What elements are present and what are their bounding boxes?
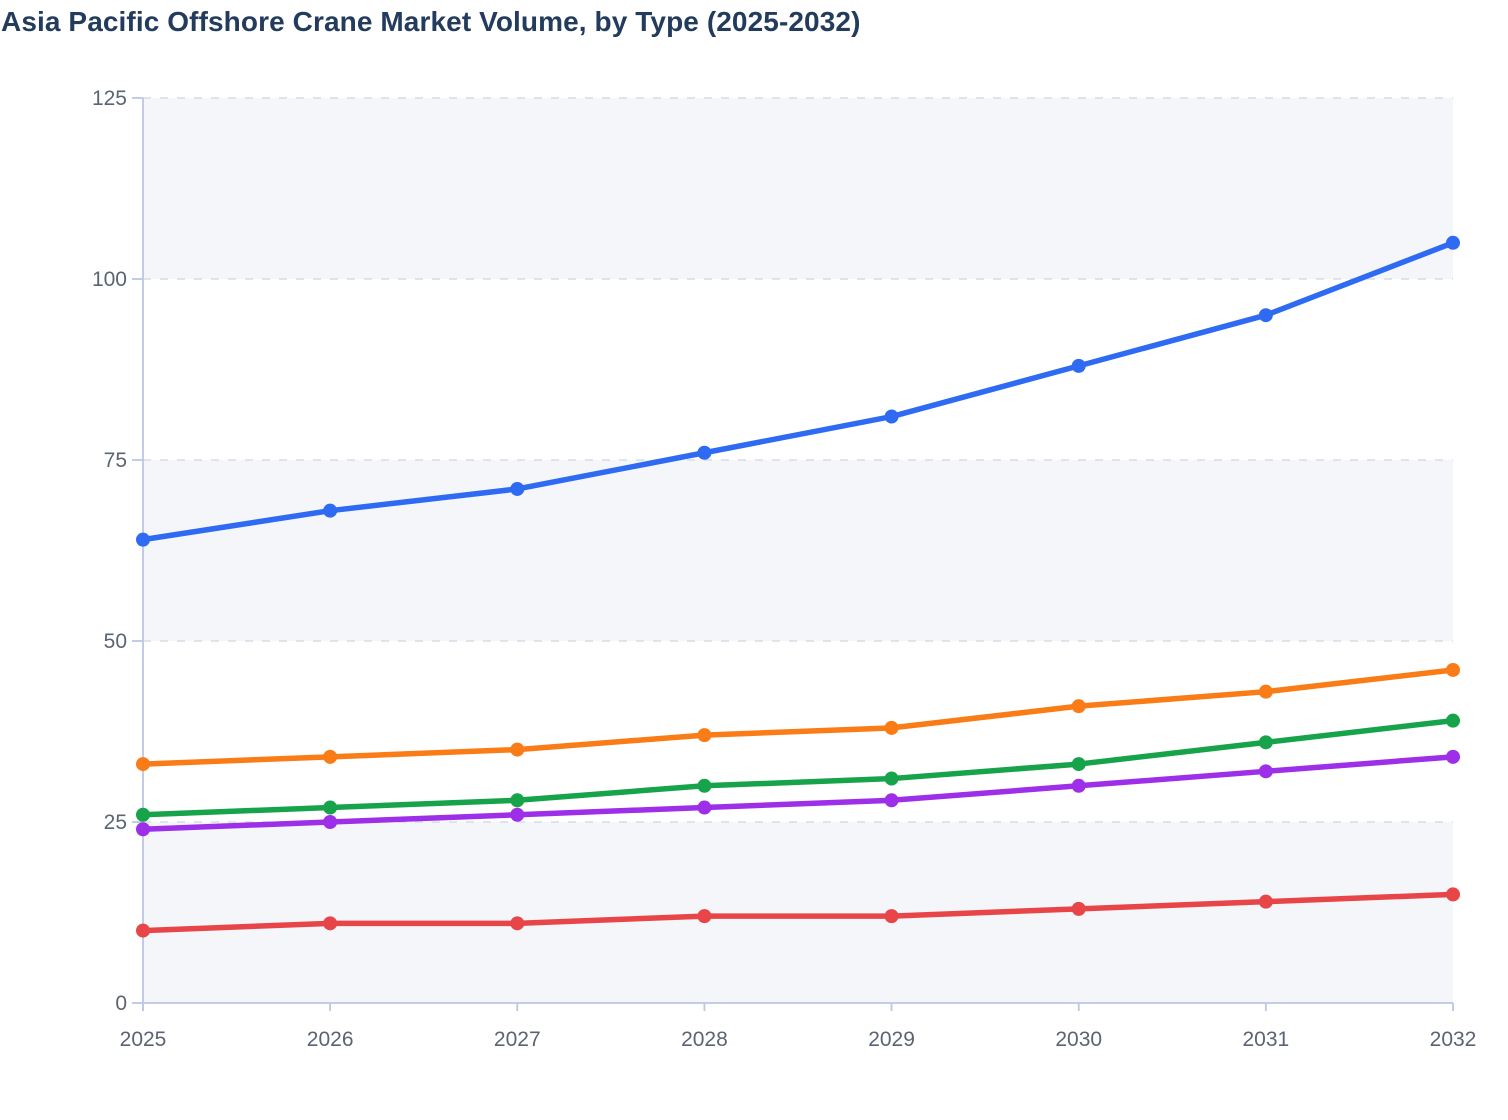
green-series-point[interactable] [1446,713,1460,728]
blue-series-point[interactable] [323,503,338,518]
blue-series-point[interactable] [1446,235,1460,250]
orange-series-line [140,667,1456,767]
blue-series-point[interactable] [1258,308,1273,323]
red-series-point[interactable] [510,916,525,931]
orange-series-point[interactable] [510,742,525,757]
row-band [143,98,1453,279]
x-tick-label: 2030 [1055,1028,1102,1051]
green-series-point[interactable] [697,778,712,793]
green-series-point[interactable] [1258,735,1273,750]
blue-series-point[interactable] [1071,358,1086,373]
green-series-point[interactable] [510,793,525,808]
y-tick-label: 75 [104,449,127,472]
blue-series-point[interactable] [136,532,150,547]
x-tick-label: 2028 [681,1028,728,1051]
red-series-point[interactable] [1071,901,1086,916]
y-tick-label: 50 [104,630,127,653]
x-tick-label: 2027 [494,1028,541,1051]
purple-series-point[interactable] [510,807,525,822]
purple-series-point[interactable] [884,793,899,808]
red-series-point[interactable] [1258,894,1273,909]
x-tick-label: 2026 [307,1028,354,1051]
green-series-point[interactable] [884,771,899,786]
red-series-point[interactable] [697,909,712,924]
blue-series-point[interactable] [697,445,712,460]
purple-series-point[interactable] [1258,764,1273,779]
orange-series-point[interactable] [1071,699,1086,714]
orange-series-point[interactable] [884,720,899,735]
orange-series-point[interactable] [1446,662,1460,677]
y-tick-label: 100 [92,268,127,291]
y-tick-label: 25 [104,811,127,834]
purple-series-point[interactable] [1446,749,1460,764]
orange-series-point[interactable] [323,749,338,764]
red-series-point[interactable] [323,916,338,931]
purple-series-point[interactable] [697,800,712,815]
orange-series-point[interactable] [697,728,712,743]
blue-series-point[interactable] [510,481,525,496]
purple-series-line [140,754,1456,832]
x-tick-label: 2032 [1430,1028,1477,1051]
red-series-point[interactable] [884,909,899,924]
red-series-point[interactable] [136,923,150,938]
y-tick-label: 0 [115,992,127,1015]
green-series-point[interactable] [136,807,150,822]
x-tick-label: 2031 [1242,1028,1289,1051]
purple-series-point[interactable] [323,815,338,829]
orange-series-point[interactable] [1258,684,1273,699]
orange-series-point[interactable] [136,757,150,772]
y-tick-label: 125 [92,87,127,110]
x-tick-label: 2025 [120,1028,167,1051]
green-series-point[interactable] [323,800,338,815]
red-series-line [140,891,1456,934]
x-tick-label: 2029 [868,1028,915,1051]
row-band [143,460,1453,641]
green-series-line [140,717,1456,818]
row-band [143,822,1453,1003]
green-series-point[interactable] [1071,757,1086,772]
purple-series-point[interactable] [1071,778,1086,793]
purple-series-point[interactable] [136,822,150,837]
blue-series-line [140,240,1456,543]
blue-series-point[interactable] [884,409,899,424]
red-series-point[interactable] [1446,887,1460,902]
chart-title: Asia Pacific Offshore Crane Market Volum… [1,6,861,37]
